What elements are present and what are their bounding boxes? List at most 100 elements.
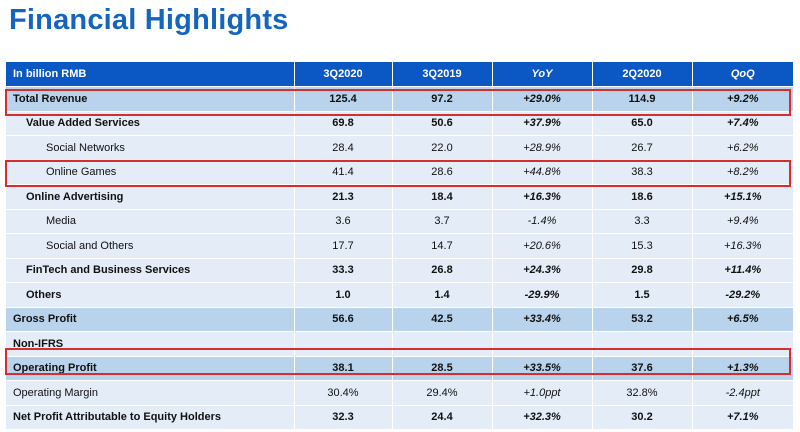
cell-3q2020: 125.4 bbox=[294, 86, 393, 112]
row-total-revenue: Total Revenue 125.4 97.2 +29.0% 114.9 +9… bbox=[6, 86, 793, 112]
cell-qoq: +1.3% bbox=[692, 356, 793, 381]
cell-3q2019: 28.6 bbox=[392, 160, 493, 185]
row-social-networks: Social Networks 28.4 22.0 +28.9% 26.7 +6… bbox=[6, 135, 793, 161]
cell-3q2019: 3.7 bbox=[392, 209, 493, 234]
row-label: Value Added Services bbox=[6, 111, 295, 136]
header-3q2019: 3Q2019 bbox=[392, 62, 493, 87]
cell-3q2020: 30.4% bbox=[294, 380, 393, 406]
cell-2q2020: 37.6 bbox=[592, 356, 693, 381]
cell-qoq: +15.1% bbox=[692, 184, 793, 210]
cell-qoq: +16.3% bbox=[692, 233, 793, 259]
cell-2q2020: 32.8% bbox=[592, 380, 693, 406]
header-2q2020: 2Q2020 bbox=[592, 62, 693, 87]
cell-3q2019: 28.5 bbox=[392, 356, 493, 381]
row-label: Operating Profit bbox=[6, 356, 295, 381]
cell-3q2020: 69.8 bbox=[294, 111, 393, 136]
cell-2q2020: 114.9 bbox=[592, 86, 693, 112]
cell-qoq: -2.4ppt bbox=[692, 380, 793, 406]
cell-qoq: +9.4% bbox=[692, 209, 793, 234]
cell-2q2020: 18.6 bbox=[592, 184, 693, 210]
cell-qoq: +7.4% bbox=[692, 111, 793, 136]
cell-3q2020 bbox=[294, 331, 393, 357]
cell-2q2020: 1.5 bbox=[592, 282, 693, 308]
row-label: FinTech and Business Services bbox=[6, 258, 295, 283]
cell-3q2019: 29.4% bbox=[392, 380, 493, 406]
cell-yoy: +32.3% bbox=[492, 405, 593, 430]
cell-qoq: +9.2% bbox=[692, 86, 793, 112]
cell-yoy: +33.5% bbox=[492, 356, 593, 381]
cell-yoy: +44.8% bbox=[492, 160, 593, 185]
cell-3q2019: 26.8 bbox=[392, 258, 493, 283]
cell-3q2019: 42.5 bbox=[392, 307, 493, 332]
cell-3q2020: 56.6 bbox=[294, 307, 393, 332]
cell-qoq: +8.2% bbox=[692, 160, 793, 185]
cell-yoy: +28.9% bbox=[492, 135, 593, 161]
cell-3q2019: 18.4 bbox=[392, 184, 493, 210]
cell-3q2020: 38.1 bbox=[294, 356, 393, 381]
cell-yoy: +24.3% bbox=[492, 258, 593, 283]
cell-yoy: +16.3% bbox=[492, 184, 593, 210]
cell-2q2020 bbox=[592, 331, 693, 357]
cell-qoq: +11.4% bbox=[692, 258, 793, 283]
row-value-added-services: Value Added Services 69.8 50.6 +37.9% 65… bbox=[6, 111, 793, 136]
cell-qoq: +6.5% bbox=[692, 307, 793, 332]
row-label: Total Revenue bbox=[6, 86, 295, 112]
cell-yoy: +1.0ppt bbox=[492, 380, 593, 406]
row-label: Media bbox=[6, 209, 295, 234]
cell-3q2019: 14.7 bbox=[392, 233, 493, 259]
cell-2q2020: 3.3 bbox=[592, 209, 693, 234]
cell-qoq: +7.1% bbox=[692, 405, 793, 430]
row-social-and-others: Social and Others 17.7 14.7 +20.6% 15.3 … bbox=[6, 233, 793, 259]
cell-3q2020: 1.0 bbox=[294, 282, 393, 308]
cell-3q2020: 17.7 bbox=[294, 233, 393, 259]
cell-3q2019 bbox=[392, 331, 493, 357]
cell-3q2020: 33.3 bbox=[294, 258, 393, 283]
cell-3q2020: 3.6 bbox=[294, 209, 393, 234]
cell-3q2019: 24.4 bbox=[392, 405, 493, 430]
cell-2q2020: 53.2 bbox=[592, 307, 693, 332]
cell-yoy: +33.4% bbox=[492, 307, 593, 332]
row-gross-profit: Gross Profit 56.6 42.5 +33.4% 53.2 +6.5% bbox=[6, 307, 793, 332]
cell-qoq: -29.2% bbox=[692, 282, 793, 308]
cell-yoy: -29.9% bbox=[492, 282, 593, 308]
row-online-advertising: Online Advertising 21.3 18.4 +16.3% 18.6… bbox=[6, 184, 793, 210]
row-label: Net Profit Attributable to Equity Holder… bbox=[6, 405, 295, 430]
cell-3q2020: 32.3 bbox=[294, 405, 393, 430]
cell-3q2019: 50.6 bbox=[392, 111, 493, 136]
row-label: Social Networks bbox=[6, 135, 295, 161]
header-qoq: QoQ bbox=[692, 62, 793, 87]
header-unit: In billion RMB bbox=[6, 62, 295, 87]
non-ifrs-label: Non-IFRS bbox=[13, 337, 64, 350]
cell-3q2019: 97.2 bbox=[392, 86, 493, 112]
row-label: Gross Profit bbox=[6, 307, 295, 332]
row-label: Non-IFRS bbox=[6, 331, 295, 357]
row-label: Social and Others bbox=[6, 233, 295, 259]
cell-qoq: +6.2% bbox=[692, 135, 793, 161]
row-net-profit-equity-holders: Net Profit Attributable to Equity Holder… bbox=[6, 405, 793, 430]
row-label: Online Games bbox=[6, 160, 295, 185]
cell-2q2020: 15.3 bbox=[592, 233, 693, 259]
row-online-games: Online Games 41.4 28.6 +44.8% 38.3 +8.2% bbox=[6, 160, 793, 185]
row-label: Others bbox=[6, 282, 295, 308]
cell-2q2020: 30.2 bbox=[592, 405, 693, 430]
row-operating-margin: Operating Margin 30.4% 29.4% +1.0ppt 32.… bbox=[6, 380, 793, 406]
cell-yoy: +20.6% bbox=[492, 233, 593, 259]
cell-3q2019: 1.4 bbox=[392, 282, 493, 308]
cell-3q2019: 22.0 bbox=[392, 135, 493, 161]
row-others: Others 1.0 1.4 -29.9% 1.5 -29.2% bbox=[6, 282, 793, 308]
cell-2q2020: 26.7 bbox=[592, 135, 693, 161]
row-label: Operating Margin bbox=[6, 380, 295, 406]
row-media: Media 3.6 3.7 -1.4% 3.3 +9.4% bbox=[6, 209, 793, 234]
cell-yoy bbox=[492, 331, 593, 357]
cell-3q2020: 28.4 bbox=[294, 135, 393, 161]
row-operating-profit: Operating Profit 38.1 28.5 +33.5% 37.6 +… bbox=[6, 356, 793, 381]
cell-2q2020: 65.0 bbox=[592, 111, 693, 136]
cell-2q2020: 29.8 bbox=[592, 258, 693, 283]
cell-qoq bbox=[692, 331, 793, 357]
header-3q2020: 3Q2020 bbox=[294, 62, 393, 87]
cell-2q2020: 38.3 bbox=[592, 160, 693, 185]
row-non-ifrs: Non-IFRS bbox=[6, 331, 793, 357]
financial-highlights-table: In billion RMB 3Q2020 3Q2019 YoY 2Q2020 … bbox=[6, 62, 793, 430]
page-title: Financial Highlights bbox=[9, 4, 289, 36]
header-yoy: YoY bbox=[492, 62, 593, 87]
